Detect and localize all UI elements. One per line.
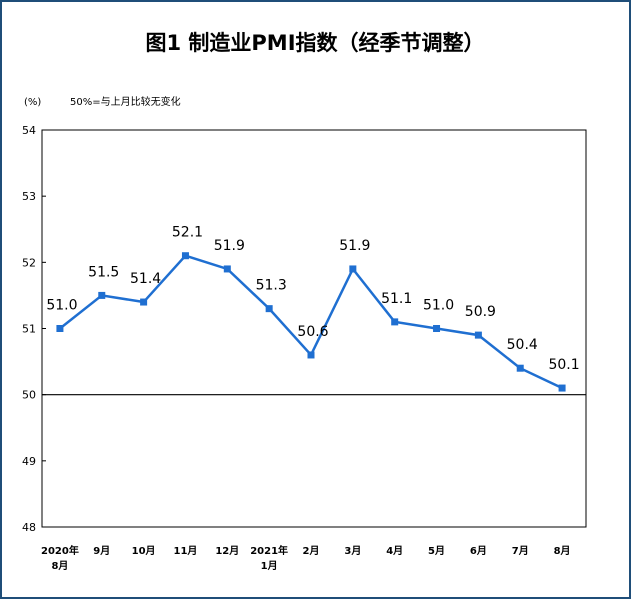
- data-point: [181, 252, 189, 260]
- x-tick-label: 12月: [215, 545, 239, 557]
- data-label: 50.9: [465, 304, 496, 320]
- data-label: 52.1: [172, 225, 203, 241]
- y-tick-label: 53: [22, 190, 36, 203]
- x-tick-label: 11月: [174, 545, 198, 557]
- data-label: 51.0: [423, 298, 454, 314]
- data-point: [433, 325, 441, 332]
- data-point: [140, 298, 148, 306]
- baseline-note: 50%=与上月比较无变化: [70, 95, 181, 108]
- x-tick-label: 2月: [303, 545, 320, 557]
- x-tick-label: 9月: [93, 545, 110, 557]
- chart-title: 图1 制造业PMI指数（经季节调整）: [145, 31, 484, 55]
- data-point: [474, 331, 482, 339]
- data-point: [98, 291, 106, 299]
- x-tick-label: 2020年: [41, 544, 79, 557]
- y-tick-label: 50: [22, 389, 36, 402]
- data-point: [265, 305, 273, 313]
- data-label: 51.4: [130, 271, 161, 287]
- data-point: [56, 325, 64, 332]
- data-point: [349, 265, 357, 273]
- x-tick-label: 8月: [51, 560, 68, 572]
- data-label: 50.1: [548, 357, 579, 373]
- data-label: 51.0: [46, 298, 77, 314]
- data-label: 50.4: [507, 337, 538, 353]
- data-label: 51.9: [214, 238, 245, 254]
- x-tick-label: 3月: [344, 545, 361, 557]
- data-point: [391, 318, 399, 326]
- x-tick-label: 10月: [132, 545, 156, 557]
- y-tick-label: 49: [22, 455, 36, 468]
- y-tick-label: 51: [22, 323, 36, 336]
- x-tick-label: 5月: [428, 545, 445, 557]
- x-tick-label: 7月: [512, 545, 529, 557]
- x-tick-label: 1月: [261, 560, 278, 572]
- data-point: [516, 364, 524, 372]
- y-tick-label: 48: [22, 521, 36, 534]
- x-tick-label: 2021年: [250, 544, 288, 557]
- x-tick-label: 8月: [554, 545, 571, 557]
- x-tick-label: 6月: [470, 545, 487, 557]
- data-label: 50.6: [297, 324, 328, 340]
- data-label: 51.3: [256, 278, 287, 294]
- data-point: [223, 265, 231, 273]
- y-tick-label: 52: [22, 256, 36, 269]
- data-label: 51.9: [339, 238, 370, 254]
- y-axis-unit-label: (%): [24, 97, 41, 108]
- data-label: 51.5: [88, 264, 119, 280]
- x-tick-label: 4月: [386, 545, 403, 557]
- data-point: [307, 351, 315, 359]
- y-tick-label: 54: [22, 124, 36, 137]
- data-label: 51.1: [381, 291, 412, 307]
- data-point: [558, 384, 566, 392]
